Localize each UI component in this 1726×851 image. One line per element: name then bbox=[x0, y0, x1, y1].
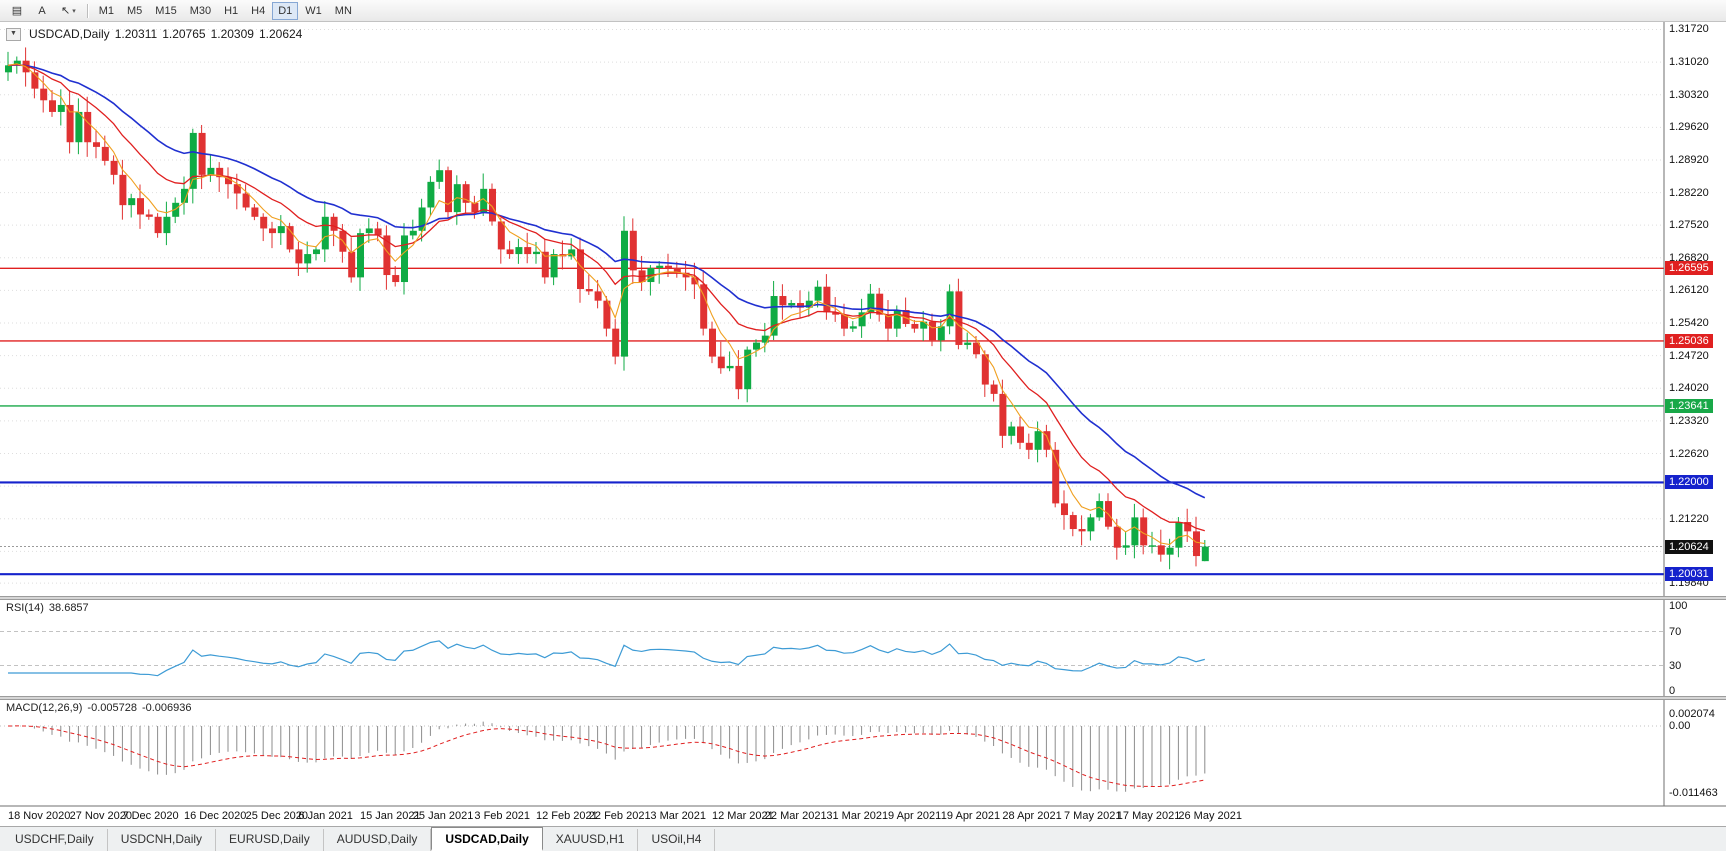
timeframe-m30[interactable]: M30 bbox=[184, 2, 217, 20]
pane-divider[interactable] bbox=[0, 696, 1726, 700]
tile-windows-button[interactable]: ▤ bbox=[5, 2, 29, 20]
chart-tab-bar: USDCHF,Daily USDCNH,Daily EURUSD,Daily AUDU… bbox=[0, 826, 1726, 851]
ohlc-high: 1.20765 bbox=[162, 27, 206, 41]
chart-symbol-label: USDCAD,Daily bbox=[29, 27, 110, 41]
macd-indicator-label: MACD(12,26,9) -0.005728 -0.006936 bbox=[6, 702, 192, 714]
auto-arrange-button[interactable]: A bbox=[30, 2, 54, 20]
chart-tab-usdcad[interactable]: USDCAD,Daily bbox=[431, 827, 543, 851]
timeframe-mn[interactable]: MN bbox=[329, 2, 358, 20]
toolbar: ▤ A ↖ ▾ M1 M5 M15 M30 H1 H4 D1 W1 MN bbox=[0, 0, 1726, 22]
chart-tab-xauusd[interactable]: XAUUSD,H1 bbox=[543, 829, 639, 851]
chart-tab-usdcnh[interactable]: USDCNH,Daily bbox=[108, 829, 217, 851]
cursor-tool-icon: ↖ bbox=[61, 5, 71, 17]
timeframe-h1[interactable]: H1 bbox=[218, 2, 244, 20]
timeframe-toolbar: M1 M5 M15 M30 H1 H4 D1 W1 MN bbox=[93, 1, 358, 20]
macd-signal-value: -0.006936 bbox=[141, 702, 192, 714]
toolbar-separator bbox=[86, 3, 88, 18]
macd-main-value: -0.005728 bbox=[87, 702, 137, 714]
rsi-indicator-label: RSI(14) 38.6857 bbox=[6, 602, 89, 614]
timeframe-m1[interactable]: M1 bbox=[93, 2, 120, 20]
chart-tab-usoil[interactable]: USOil,H4 bbox=[638, 829, 716, 851]
ohlc-open: 1.20311 bbox=[114, 27, 158, 41]
timeframe-w1[interactable]: W1 bbox=[299, 2, 328, 20]
chart-canvas[interactable] bbox=[0, 22, 1726, 826]
toolbar-button-group: ▤ A ↖ ▾ bbox=[5, 2, 82, 20]
chart-tab-audusd[interactable]: AUDUSD,Daily bbox=[324, 829, 432, 851]
chart-tab-usdchf[interactable]: USDCHF,Daily bbox=[2, 829, 108, 851]
ohlc-close: 1.20624 bbox=[258, 27, 303, 41]
collapse-panel-button[interactable]: ▼ bbox=[6, 27, 21, 41]
tile-windows-icon: ▤ bbox=[11, 5, 23, 17]
pane-divider[interactable] bbox=[0, 596, 1726, 600]
cursor-tool-button[interactable]: ↖ ▾ bbox=[55, 2, 82, 20]
rsi-value: 38.6857 bbox=[48, 602, 89, 614]
timeframe-h4[interactable]: H4 bbox=[245, 2, 271, 20]
timeframe-d1[interactable]: D1 bbox=[272, 1, 299, 20]
chart-tab-eurusd[interactable]: EURUSD,Daily bbox=[216, 829, 324, 851]
ohlc-low: 1.20309 bbox=[210, 27, 254, 41]
macd-name: MACD(12,26,9) bbox=[6, 702, 83, 714]
timeframe-m5[interactable]: M5 bbox=[121, 2, 148, 20]
timeframe-m15[interactable]: M15 bbox=[149, 2, 182, 20]
chevron-down-icon: ▾ bbox=[72, 7, 76, 15]
rsi-name: RSI(14) bbox=[6, 602, 44, 614]
auto-arrange-icon: A bbox=[38, 4, 46, 17]
chart-ohlc-header: ▼ USDCAD,Daily 1.20311 1.20765 1.20309 1… bbox=[6, 27, 302, 41]
